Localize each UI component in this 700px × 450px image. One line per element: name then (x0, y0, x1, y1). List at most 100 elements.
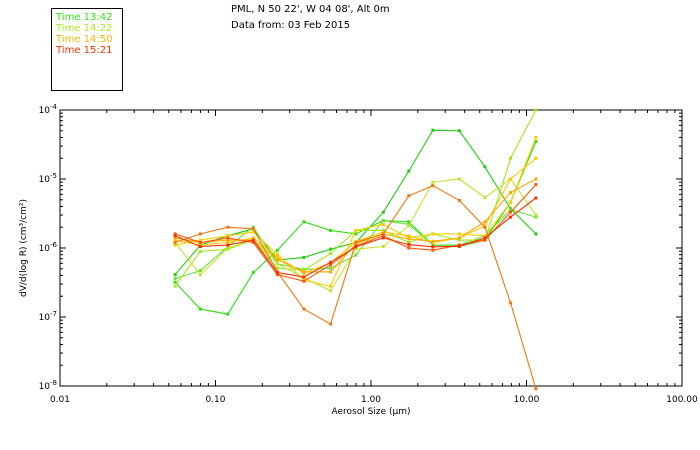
data-point (302, 220, 306, 224)
y-tick-exponent: -8 (50, 379, 57, 387)
data-point (302, 255, 306, 259)
data-point (173, 241, 177, 244)
data-point (381, 210, 385, 214)
data-point (407, 194, 411, 198)
data-point (483, 196, 487, 199)
data-point (251, 225, 255, 229)
data-point (381, 234, 385, 238)
data-point (534, 215, 538, 219)
data-point (457, 244, 461, 248)
data-point (509, 156, 513, 160)
series-line (175, 178, 537, 273)
x-tick-label: 10.00 (514, 395, 540, 405)
data-point (226, 243, 230, 247)
series-line (174, 137, 537, 287)
y-tick-label: 10-8 (39, 379, 57, 392)
data-point (381, 222, 385, 226)
data-point (534, 140, 538, 143)
data-point (534, 156, 538, 160)
y-tick-exponent: -5 (50, 172, 57, 180)
data-point (329, 247, 333, 251)
data-point (173, 243, 177, 247)
data-point (198, 241, 202, 244)
x-axis-label: Aerosol Size (µm) (332, 407, 411, 417)
data-point (354, 245, 358, 249)
data-point (509, 210, 513, 214)
data-point (302, 275, 306, 279)
data-point (198, 232, 202, 236)
data-point (173, 277, 177, 281)
data-point (251, 230, 255, 234)
data-point (173, 236, 177, 240)
data-point (457, 177, 461, 181)
data-point (226, 234, 230, 238)
data-point (226, 312, 230, 316)
data-point (275, 248, 279, 252)
data-point (329, 252, 333, 256)
data-point (226, 241, 230, 244)
legend-box: Time 13:42 Time 14:22 Time 14:50 Time 15… (51, 8, 123, 91)
series-line (174, 129, 537, 276)
data-point (354, 247, 358, 251)
data-point (509, 301, 513, 305)
data-point (407, 169, 411, 173)
data-point (431, 180, 435, 184)
data-point (381, 219, 385, 222)
data-point (251, 236, 255, 240)
data-point (198, 269, 202, 273)
legend-entry-1342: Time 13:42 (56, 12, 113, 23)
y-axis-label: dV/d(log R) (cm³/cm²) (19, 199, 29, 297)
data-point (302, 307, 306, 311)
y-tick-label: 10-7 (39, 310, 57, 323)
data-point (509, 200, 513, 204)
data-point (173, 273, 177, 277)
data-point (457, 236, 461, 240)
data-point (534, 213, 538, 217)
data-point (275, 271, 279, 275)
data-point (275, 258, 279, 262)
data-point (509, 208, 513, 212)
data-point (226, 236, 230, 240)
data-point (173, 284, 177, 288)
y-tick-mantissa: 10 (39, 313, 51, 323)
data-point (198, 245, 202, 248)
data-point (329, 263, 333, 267)
x-tick-label: 100.00 (666, 395, 698, 405)
data-point (407, 234, 411, 238)
date-header: Data from: 03 Feb 2015 (231, 20, 351, 31)
data-point (509, 215, 513, 219)
location-header: PML, N 50 22', W 04 08', Alt 0m (231, 4, 390, 15)
data-point (329, 270, 333, 274)
data-point (329, 284, 333, 288)
data-point (226, 225, 230, 229)
data-point (483, 238, 487, 242)
data-point (483, 220, 487, 224)
data-point (173, 280, 177, 284)
data-point (431, 239, 435, 243)
y-tick-mantissa: 10 (39, 106, 51, 116)
data-point (483, 165, 487, 169)
data-point (407, 243, 411, 247)
data-point (483, 234, 487, 238)
data-point (431, 245, 435, 249)
data-point (457, 232, 461, 236)
x-tick-label: 0.01 (50, 395, 70, 405)
data-point (198, 273, 202, 277)
data-point (407, 241, 411, 244)
y-tick-exponent: -7 (50, 310, 57, 318)
data-point (534, 108, 538, 112)
data-point (381, 236, 385, 240)
legend-entry-1422: Time 14:22 (56, 23, 113, 34)
data-point (509, 177, 513, 181)
data-point (431, 243, 435, 247)
series-line (174, 109, 537, 287)
data-point (173, 232, 177, 236)
data-point (226, 246, 230, 250)
y-tick-label: 10-5 (39, 172, 57, 185)
y-tick-mantissa: 10 (39, 382, 51, 392)
data-point (302, 268, 306, 272)
data-point (457, 129, 461, 133)
data-point (354, 228, 358, 232)
y-tick-exponent: -6 (50, 241, 58, 249)
legend-entry-1521: Time 15:21 (56, 45, 113, 56)
